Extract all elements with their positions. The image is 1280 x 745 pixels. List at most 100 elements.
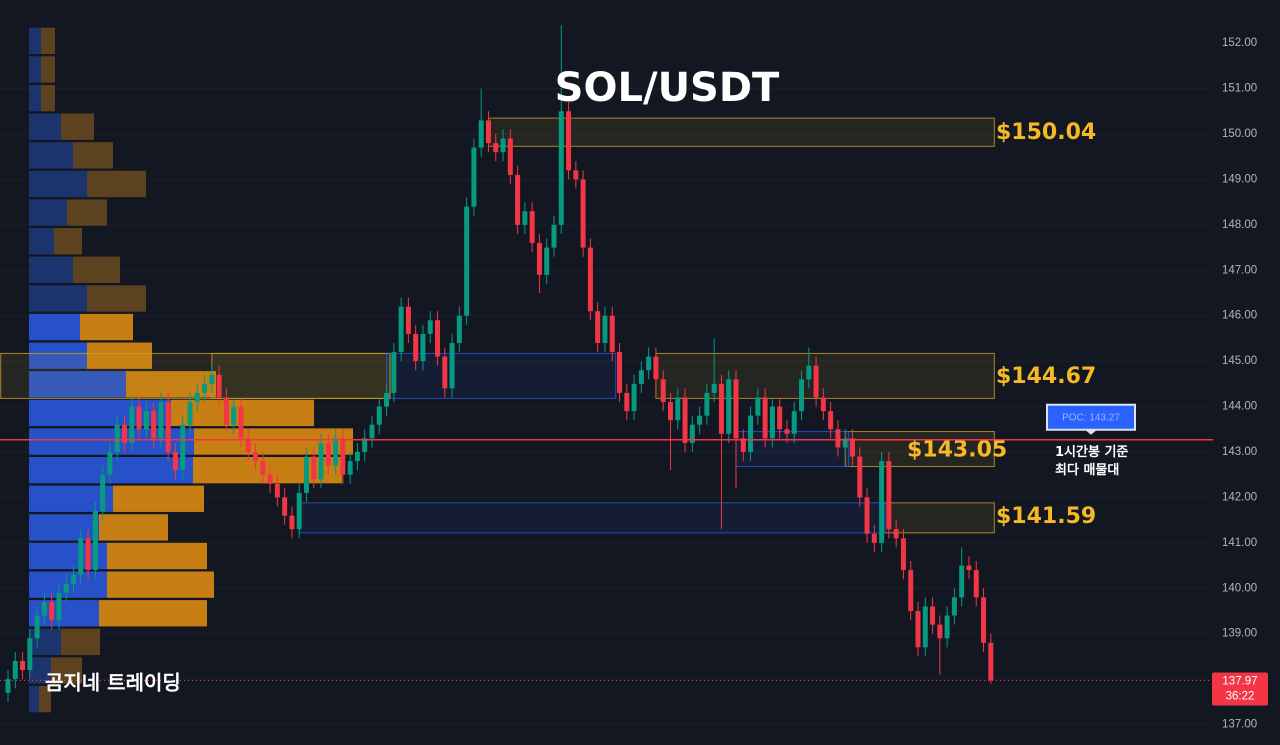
profile-up-bar — [107, 542, 207, 570]
candle-body — [318, 442, 324, 480]
candle-body — [49, 601, 55, 621]
profile-up-bar — [193, 457, 342, 484]
candle-body — [362, 438, 368, 452]
candle-body — [660, 379, 666, 403]
candle-body — [100, 474, 106, 512]
profile-down-bar — [29, 285, 87, 312]
candle-body — [282, 497, 288, 516]
candle-body — [951, 597, 957, 616]
profile-up-bar — [126, 371, 216, 398]
candle-body — [653, 356, 659, 380]
profile-down-bar — [29, 27, 41, 55]
candle-body — [595, 311, 601, 343]
candle-body — [893, 529, 899, 539]
candle-body — [864, 497, 870, 534]
candle-body — [915, 610, 921, 648]
zone-label: $141.59 — [996, 504, 1096, 529]
y-tick-label: 140.00 — [1222, 582, 1257, 594]
candle-body — [435, 320, 441, 357]
candle-body — [231, 406, 237, 425]
candle-body — [536, 243, 542, 275]
candle-body — [566, 111, 572, 171]
profile-down-bar — [29, 56, 41, 83]
last-price-label: 137.97 — [1222, 676, 1257, 688]
candle-body — [85, 538, 91, 571]
candle-body — [354, 451, 360, 462]
candle-body — [267, 474, 273, 484]
zone-box — [881, 502, 995, 534]
candle-body — [886, 461, 892, 530]
candle-body — [748, 415, 754, 452]
y-tick-label: 141.00 — [1222, 537, 1257, 549]
profile-up-bar — [73, 256, 120, 284]
candle-body — [558, 111, 564, 225]
y-tick-label: 143.00 — [1222, 446, 1257, 458]
candle-body — [165, 402, 171, 452]
candle-body — [340, 438, 346, 475]
candle-body — [121, 424, 127, 443]
zone-label: $150.04 — [996, 120, 1096, 145]
profile-up-bar — [87, 285, 146, 312]
poc-box — [1046, 403, 1136, 431]
candle-body — [398, 306, 404, 353]
candle-body — [223, 397, 229, 425]
candle-body — [711, 383, 717, 393]
candle-body — [930, 606, 936, 625]
candle-body — [842, 438, 848, 448]
profile-down-bar — [29, 342, 87, 369]
profile-up-bar — [73, 142, 113, 169]
candle-body — [369, 424, 375, 439]
annotation: 최다 매물대 — [1055, 462, 1119, 478]
candle-body — [478, 120, 484, 148]
profile-down-bar — [29, 228, 54, 255]
candle-body — [427, 320, 433, 334]
profile-up-bar — [99, 514, 168, 541]
candle-body — [769, 406, 775, 439]
y-tick-label: 144.00 — [1222, 401, 1257, 413]
y-tick-label: 145.00 — [1222, 355, 1257, 367]
candle-body — [944, 615, 950, 639]
candle-body — [20, 660, 26, 671]
candle-body — [5, 679, 11, 693]
candle-body — [238, 406, 244, 439]
candle-body — [638, 370, 644, 384]
candle-body — [143, 411, 149, 430]
profile-down-bar — [29, 628, 61, 656]
candle-body — [41, 601, 47, 616]
candle-body — [253, 451, 259, 462]
candle-body — [617, 352, 623, 393]
candle-body — [114, 424, 120, 452]
candle-body — [274, 483, 280, 498]
profile-up-bar — [87, 170, 146, 198]
candle-body — [289, 515, 295, 530]
candle-body — [777, 406, 783, 430]
candle-body — [755, 397, 761, 416]
zone-box — [487, 117, 995, 147]
candle-body — [464, 206, 470, 316]
candle-body — [835, 429, 841, 448]
poc-pointer — [1085, 429, 1097, 435]
candle-body — [413, 333, 419, 362]
candle-body — [405, 306, 411, 334]
candle-body — [689, 424, 695, 443]
candle-body — [500, 138, 506, 153]
candle-body — [959, 565, 965, 598]
candle-body — [56, 592, 62, 621]
profile-down-bar — [29, 142, 73, 169]
candle-body — [762, 397, 768, 439]
candle-body — [551, 224, 557, 248]
candles — [5, 24, 994, 702]
candle-body — [311, 456, 317, 480]
candle-body — [107, 451, 113, 475]
candle-body — [129, 406, 135, 443]
candle-body — [522, 211, 528, 225]
candle-body — [449, 342, 455, 389]
candle-body — [376, 406, 382, 425]
y-tick-label: 150.00 — [1222, 128, 1257, 140]
y-tick-label: 142.00 — [1222, 491, 1257, 503]
candle-body — [384, 392, 390, 407]
profile-down-bar — [29, 399, 171, 427]
zone-label: $144.67 — [996, 364, 1096, 389]
